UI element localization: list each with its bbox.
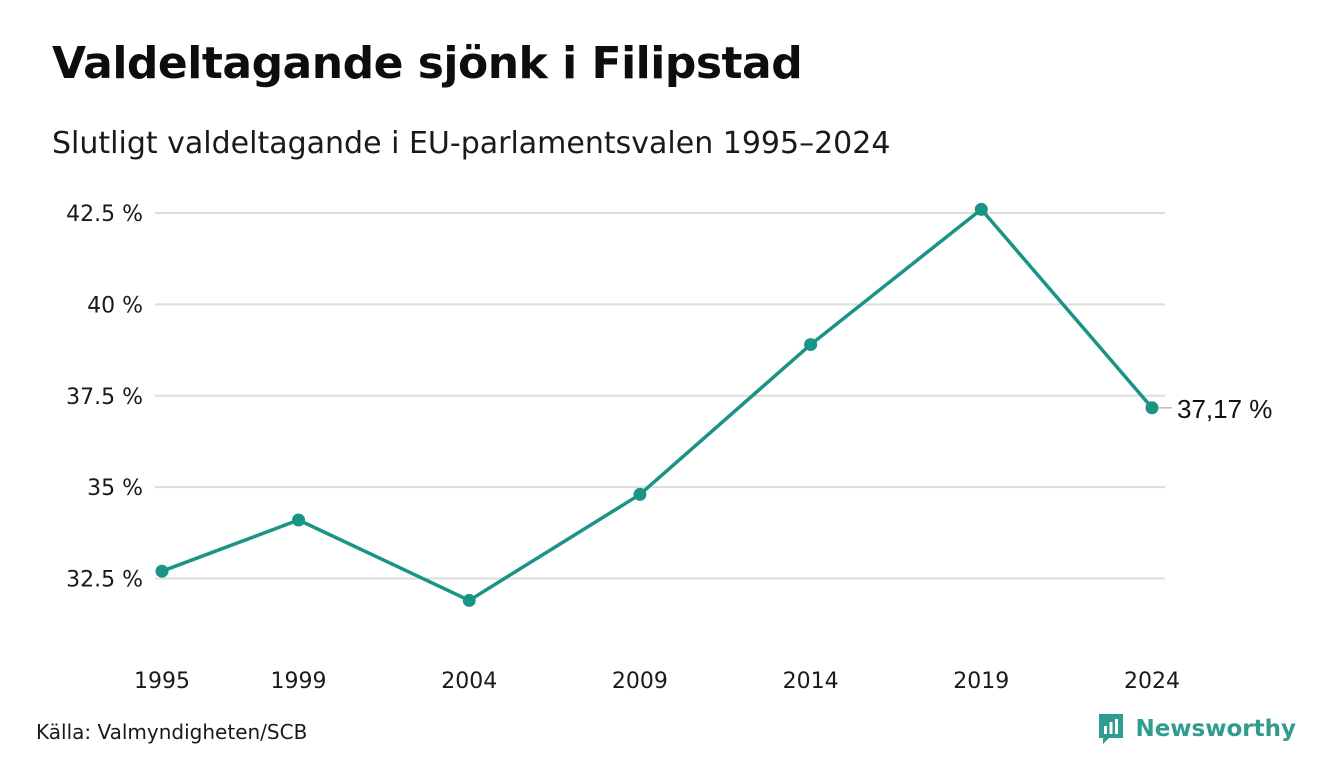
- data-point: [462, 593, 476, 607]
- x-tick-label: 1995: [134, 669, 190, 694]
- data-point: [1145, 401, 1159, 415]
- x-tick-label: 2019: [953, 669, 1009, 694]
- x-tick-label: 2014: [783, 669, 839, 694]
- brand-logo[interactable]: Newsworthy: [1097, 712, 1296, 746]
- data-point: [804, 338, 818, 352]
- y-tick-label: 40 %: [87, 293, 143, 318]
- y-tick-label: 32.5 %: [66, 568, 143, 593]
- x-tick-label: 1999: [271, 669, 327, 694]
- newsworthy-logo-icon: [1099, 714, 1124, 744]
- end-value-label: 37,17 %: [1177, 394, 1272, 424]
- chart-subtitle: Slutligt valdeltagande i EU-parlamentsva…: [52, 126, 891, 161]
- data-point: [974, 202, 988, 216]
- x-tick-label: 2024: [1124, 669, 1180, 694]
- series-line: [161, 207, 1154, 603]
- x-tick-label: 2004: [441, 669, 497, 694]
- source-note: Källa: Valmyndigheten/SCB: [36, 720, 308, 744]
- brand-name: Newsworthy: [1135, 716, 1296, 742]
- data-point: [292, 513, 306, 527]
- data-point: [155, 564, 169, 578]
- y-tick-label: 42.5 %: [66, 202, 143, 227]
- x-tick-label: 2009: [612, 669, 668, 694]
- y-tick-label: 35 %: [87, 476, 143, 501]
- data-point: [633, 487, 647, 501]
- chart-title: Valdeltagande sjönk i Filipstad: [52, 38, 803, 89]
- y-tick-label: 37.5 %: [66, 385, 143, 410]
